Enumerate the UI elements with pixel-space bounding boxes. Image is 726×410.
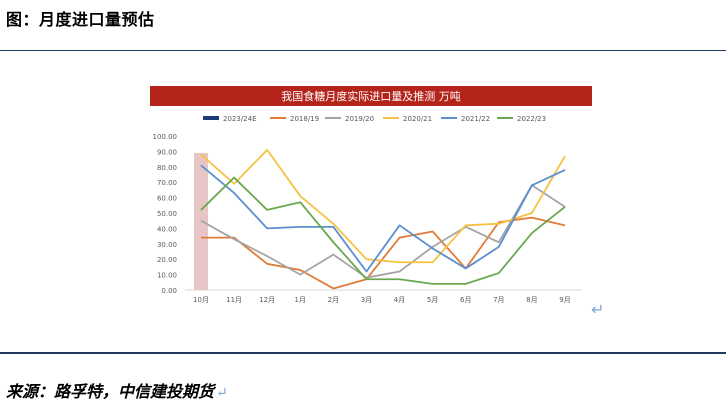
series-line-2019/20 [200,184,566,279]
x-axis: 10月 11月 12月 1月 2月 3月 4月 5月 6月 7月 8月 9月 [185,289,582,304]
legend-label: 2020/21 [403,115,432,123]
x-tick-label: 2月 [328,296,339,304]
y-tick-label: 70.00 [157,179,177,187]
x-tick-label: 6月 [460,296,471,304]
series-line-2018/19 [201,216,566,290]
figure-title: 图：月度进口量预估 [6,10,155,29]
y-tick-label: 20.00 [157,256,177,264]
legend-item: 2022/23 [497,115,546,123]
y-tick-label: 50.00 [157,210,177,218]
return-mark-icon: ↵ [591,300,605,319]
chart-title: 我国食糖月度实际进口量及推测 万吨 [281,89,461,103]
legend-label: 2019/20 [345,115,374,123]
legend-label: 2018/19 [290,115,319,123]
x-tick-label: 5月 [427,296,438,304]
y-tick-label: 10.00 [157,272,177,280]
legend-item: 2019/20 [325,115,374,123]
x-tick-label: 3月 [361,296,372,304]
y-tick-label: 0.00 [161,287,177,295]
y-tick-label: 30.00 [157,241,177,249]
x-tick-label: 8月 [526,296,537,304]
chart: 我国食糖月度实际进口量及推测 万吨 2023/24E 2018/19 2019/20… [150,86,592,304]
series-line-2022/23 [200,176,566,285]
bottom-rule [0,352,726,354]
x-tick-label: 12月 [259,296,275,304]
source-note: 来源：路孚特，中信建投期货 ↵ [6,378,228,402]
x-tick-label: 9月 [559,296,570,304]
legend-item: 2018/19 [270,115,319,123]
y-tick-label: 90.00 [157,148,177,156]
chart-title-banner [150,86,592,106]
x-tick-label: 7月 [493,296,504,304]
legend-item: 2023/24E [203,115,257,123]
series-line-2021/22 [200,164,566,273]
legend-label: 2023/24E [223,115,257,123]
legend-label: 2022/23 [517,115,546,123]
legend-item: 2021/22 [441,115,490,123]
y-axis: 0.00 10.00 20.00 30.00 40.00 50.00 60.00 70.00 8… [153,133,178,295]
legend-label: 2021/22 [461,115,490,123]
x-tick-label: 11月 [226,296,242,304]
y-tick-label: 100.00 [153,133,178,141]
series-line-2020/21 [200,148,566,264]
x-tick-label: 1月 [295,296,306,304]
plot-area [194,148,566,290]
top-rule [0,50,726,51]
x-tick-label: 4月 [394,296,405,304]
y-tick-label: 60.00 [157,195,177,203]
legend-swatch [203,116,219,120]
y-tick-label: 40.00 [157,225,177,233]
return-icon: ↵ [216,385,228,401]
source-text: 来源：路孚特，中信建投期货 [6,382,215,401]
legend: 2023/24E 2018/19 2019/20 2020/21 2021/22 2022… [203,115,546,123]
legend-item: 2020/21 [383,115,432,123]
x-tick-label: 10月 [193,296,209,304]
y-tick-label: 80.00 [157,164,177,172]
